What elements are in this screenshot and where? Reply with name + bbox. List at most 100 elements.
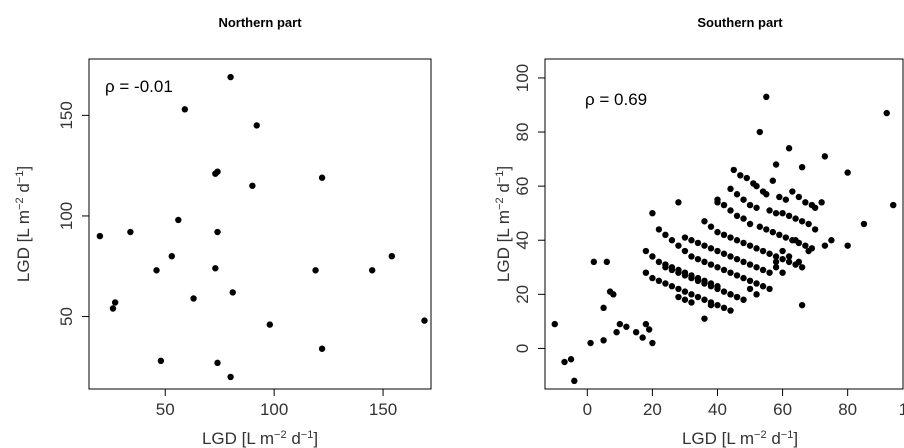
southern-data-point: [756, 128, 763, 136]
southern-data-point: [776, 193, 783, 201]
southern-data-point: [571, 377, 578, 385]
northern-y-tick-label: 100: [57, 202, 76, 230]
southern-data-point: [746, 220, 754, 228]
northern-ticks: 50 100 150 50 100 150: [57, 101, 397, 419]
northern-data-point: [214, 228, 221, 236]
southern-data-point: [759, 283, 767, 290]
southern-y-tick-label: 40: [513, 231, 532, 250]
southern-data-point: [707, 245, 715, 252]
southern-data-point: [681, 247, 689, 255]
southern-data-point: [701, 258, 708, 266]
southern-data-point: [785, 145, 793, 152]
southern-data-point: [727, 269, 734, 276]
southern-data-point: [776, 231, 783, 239]
southern-y-tick-label: 20: [513, 285, 532, 304]
southern-data-point: [733, 237, 741, 244]
northern-x-tick-label: 150: [369, 400, 397, 419]
southern-data-point: [782, 234, 790, 241]
southern-data-point: [730, 166, 737, 174]
southern-data-point: [805, 247, 812, 255]
southern-data-point: [795, 193, 803, 201]
southern-data-point: [561, 358, 568, 366]
southern-data-point: [668, 283, 676, 290]
northern-data-point: [127, 228, 134, 236]
southern-data-point: [890, 201, 897, 209]
southern-data-point: [720, 266, 728, 274]
southern-data-point: [681, 234, 689, 241]
southern-data-point: [733, 255, 741, 263]
southern-data-point: [567, 356, 575, 363]
southern-y-tick-label: 0: [513, 344, 532, 353]
southern-data-point: [639, 334, 646, 341]
southern-data-point: [649, 339, 656, 347]
southern-data-point: [769, 177, 777, 184]
northern-data-point: [318, 174, 326, 181]
southern-data-point: [785, 212, 793, 220]
southern-data-point: [779, 247, 786, 255]
southern-data-point: [844, 169, 851, 176]
southern-data-point: [802, 242, 809, 249]
northern-data-point: [253, 122, 260, 129]
southern-data-point: [642, 269, 650, 276]
southern-data-point: [727, 207, 734, 214]
southern-data-point: [694, 255, 702, 263]
southern-data-point: [675, 285, 682, 293]
southern-data-point: [655, 258, 663, 266]
southern-data-point: [766, 285, 773, 293]
southern-data-point: [763, 226, 770, 233]
northern-y-tick-label: 150: [57, 101, 76, 129]
southern-data-point: [649, 274, 656, 282]
northern-data-point: [109, 305, 117, 312]
southern-data-point: [707, 261, 715, 268]
southern-data-point: [792, 237, 799, 244]
southern-data-point: [645, 326, 653, 333]
southern-data-point: [727, 253, 734, 260]
northern-data-point: [312, 267, 319, 274]
northern-points: [96, 73, 428, 381]
southern-data-point: [740, 296, 747, 303]
southern-x-tick-label: 40: [708, 400, 727, 419]
southern-data-point: [649, 209, 656, 217]
southern-x-tick-label: 100: [899, 400, 904, 419]
southern-data-point: [811, 226, 819, 233]
southern-data-point: [688, 253, 695, 260]
southern-data-point: [844, 242, 851, 249]
southern-data-point: [610, 291, 617, 298]
southern-data-point: [603, 258, 611, 266]
southern-data-point: [727, 234, 734, 241]
southern-data-point: [720, 231, 728, 239]
northern-data-point: [96, 232, 104, 240]
southern-data-point: [766, 269, 773, 276]
northern-panel: Northern part ρ = -0.01 50 100 150 50 100 150…: [14, 15, 432, 448]
northern-data-point: [249, 182, 256, 189]
southern-data-point: [642, 247, 650, 255]
northern-data-point: [266, 321, 274, 328]
southern-data-point: [883, 109, 890, 117]
southern-data-point: [769, 228, 777, 236]
southern-data-point: [798, 218, 806, 225]
southern-data-point: [681, 288, 689, 295]
southern-data-point: [818, 199, 825, 206]
southern-data-point: [782, 196, 790, 203]
southern-data-point: [746, 242, 754, 249]
southern-data-point: [759, 247, 767, 255]
southern-data-point: [821, 242, 829, 249]
southern-data-point: [828, 237, 835, 244]
southern-data-point: [707, 223, 715, 230]
southern-data-point: [798, 301, 806, 309]
northern-title: Northern part: [218, 15, 302, 30]
southern-data-point: [675, 199, 682, 206]
southern-data-point: [662, 280, 669, 287]
southern-data-point: [714, 228, 721, 236]
southern-data-point: [632, 328, 640, 336]
southern-data-point: [763, 93, 770, 101]
southern-data-point: [701, 242, 708, 249]
southern-data-point: [737, 172, 744, 179]
southern-data-point: [740, 239, 747, 247]
northern-data-point: [168, 252, 175, 260]
southern-y-axis-label: LGD [L m−2 d−1]: [494, 166, 513, 282]
southern-data-point: [701, 277, 708, 285]
southern-data-point: [733, 191, 741, 198]
southern-data-point: [766, 207, 773, 214]
